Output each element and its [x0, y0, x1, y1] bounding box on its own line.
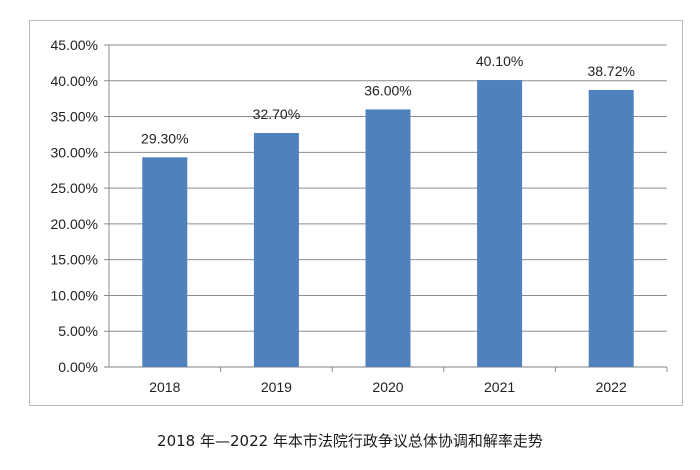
y-axis-ticks: 0.00% 5.00% 10.00% 15.00% 20.00% 25.00% 30.00%…: [51, 37, 98, 375]
data-labels: 29.30% 32.70% 36.00% 40.10% 38.72%: [141, 53, 635, 146]
bars: [142, 80, 634, 368]
chart-caption: 2018 年—2022 年本市法院行政争议总体协调和解率走势: [157, 432, 543, 450]
y-tick-label: 30.00%: [51, 144, 98, 160]
y-tick-label: 0.00%: [58, 359, 98, 375]
x-tick-label: 2021: [484, 379, 515, 395]
y-tick-label: 45.00%: [51, 37, 98, 53]
x-tick-label: 2020: [372, 379, 403, 395]
bar: [477, 80, 523, 367]
data-label: 38.72%: [587, 63, 634, 79]
gridlines: [104, 44, 668, 372]
y-tick-label: 15.00%: [51, 252, 98, 268]
bar: [253, 133, 299, 367]
bar: [365, 109, 411, 368]
chart-frame: [29, 20, 683, 406]
x-tick-label: 2019: [261, 379, 292, 395]
y-tick-label: 35.00%: [51, 109, 98, 125]
data-label: 36.00%: [364, 82, 411, 98]
y-tick-label: 25.00%: [51, 180, 98, 196]
bar: [142, 157, 188, 367]
y-tick-label: 40.00%: [51, 73, 98, 89]
x-tick-label: 2022: [596, 379, 627, 395]
bar: [588, 89, 634, 367]
data-label: 32.70%: [253, 106, 300, 122]
data-label: 29.30%: [141, 130, 188, 146]
y-tick-label: 5.00%: [58, 323, 98, 339]
data-label: 40.10%: [476, 53, 523, 69]
y-tick-label: 10.00%: [51, 287, 98, 303]
x-tick-label: 2018: [149, 379, 180, 395]
y-tick-label: 20.00%: [51, 216, 98, 232]
x-axis-ticks: 2018 2019 2020 2021 2022: [149, 379, 627, 395]
